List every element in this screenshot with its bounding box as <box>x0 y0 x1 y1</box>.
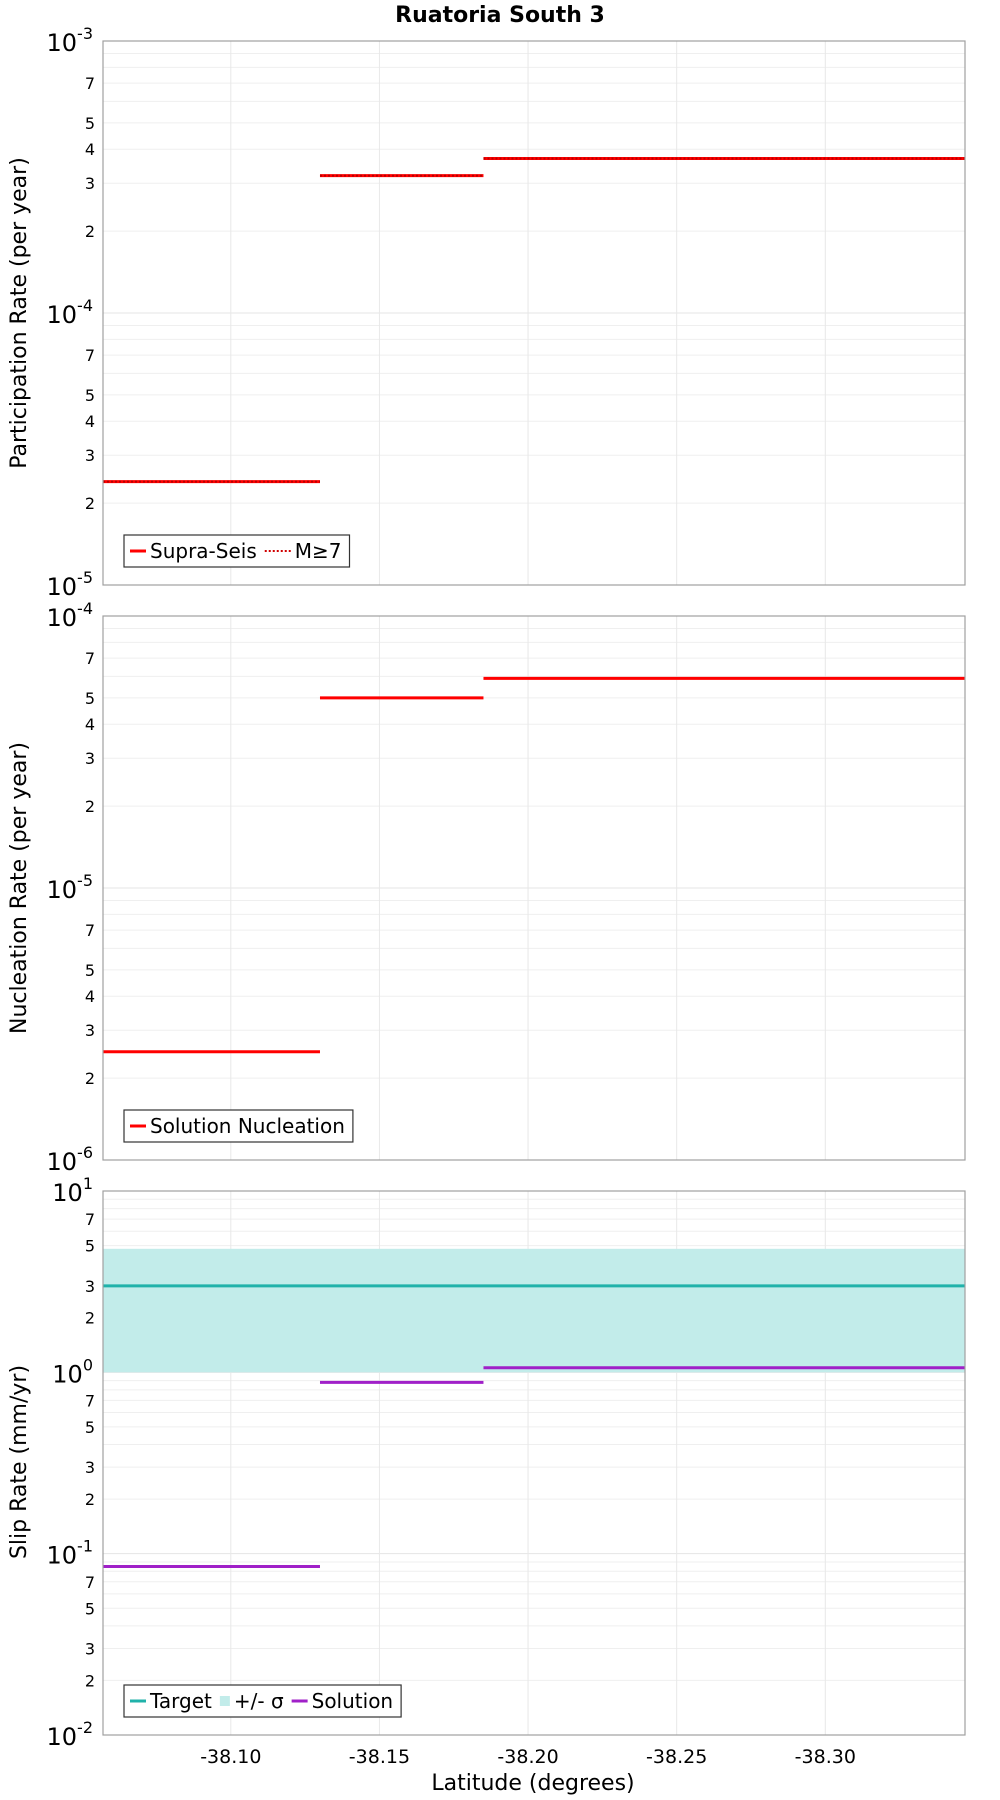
y-minor-tick-label: 3 <box>85 446 95 465</box>
panel-participation-rate: 10-3 10-4 10-5 7 5 4 3 2 7 5 4 3 2 Supra-Seis M≥7 <box>47 24 966 601</box>
y-minor-tick-label: 2 <box>85 1671 95 1690</box>
y-minor-tick-label: 2 <box>85 1490 95 1509</box>
x-tick-label: -38.10 <box>200 1746 261 1768</box>
x-tick-label: -38.15 <box>349 1746 410 1768</box>
y-minor-tick-label: 2 <box>85 797 95 816</box>
y-major-tick-label: 10-4 <box>47 296 94 329</box>
y-minor-tick-label: 5 <box>85 689 95 708</box>
grid <box>103 41 965 586</box>
y-minor-tick-label: 4 <box>85 140 95 159</box>
y-minor-tick-label: 5 <box>85 1418 95 1437</box>
grid <box>103 616 965 1161</box>
y-minor-tick-label: 5 <box>85 386 95 405</box>
y-minor-tick-label: 7 <box>85 921 95 940</box>
chart-title: Ruatoria South 3 <box>395 3 605 28</box>
legend-label: Solution Nucleation <box>150 1114 345 1138</box>
y-minor-tick-label: 3 <box>85 1458 95 1477</box>
panel-1-ylabel: Participation Rate (per year) <box>7 157 32 469</box>
y-minor-tick-label: 5 <box>85 1599 95 1618</box>
y-minor-tick-label: 5 <box>85 114 95 133</box>
y-minor-tick-label: 7 <box>85 1573 95 1592</box>
y-major-tick-label: 10-4 <box>47 599 94 632</box>
series-solution-nucleation <box>103 676 965 1054</box>
y-major-tick-label: 10-1 <box>47 1537 94 1570</box>
y-minor-tick-label: 2 <box>85 1069 95 1088</box>
x-tick-label: -38.20 <box>497 1746 558 1768</box>
legend-label: M≥7 <box>295 539 342 563</box>
y-minor-tick-label: 3 <box>85 174 95 193</box>
y-minor-tick-label: 5 <box>85 961 95 980</box>
plot-frame <box>102 40 966 586</box>
legend: Supra-Seis M≥7 <box>123 534 351 568</box>
legend-label: Supra-Seis <box>150 539 257 563</box>
x-tick-label: -38.30 <box>795 1746 856 1768</box>
legend-label: Target <box>149 1689 212 1713</box>
legend-swatch <box>219 1696 230 1706</box>
legend-box <box>123 1684 402 1718</box>
y-minor-tick-label: 3 <box>85 749 95 768</box>
legend: Target +/- σ Solution <box>123 1684 402 1718</box>
legend-label: Solution <box>312 1689 393 1713</box>
y-minor-tick-label: 3 <box>85 1021 95 1040</box>
y-major-tick-label: 10-6 <box>47 1143 94 1176</box>
y-minor-tick-label: 7 <box>85 649 95 668</box>
y-minor-tick-label: 7 <box>85 1391 95 1410</box>
y-minor-tick-label: 7 <box>85 346 95 365</box>
panel-slip-rate: 101 100 10-1 10-2 7 5 3 2 7 5 3 2 7 5 3 2 -38.10 -38.15 -3… <box>47 1174 966 1768</box>
y-minor-tick-label: 4 <box>85 715 95 734</box>
y-minor-tick-label: 4 <box>85 412 95 431</box>
y-minor-tick-label: 2 <box>85 494 95 513</box>
panel-2-ylabel: Nucleation Rate (per year) <box>7 742 32 1034</box>
y-major-tick-label: 101 <box>52 1174 93 1207</box>
series-solution <box>103 1366 965 1568</box>
x-axis-label: Latitude (degrees) <box>431 1771 634 1796</box>
y-minor-tick-label: 4 <box>85 987 95 1006</box>
legend-label: +/- σ <box>234 1689 284 1713</box>
y-minor-tick-label: 5 <box>85 1237 95 1256</box>
y-minor-tick-label: 7 <box>85 1210 95 1229</box>
y-minor-tick-label: 7 <box>85 74 95 93</box>
y-major-tick-label: 10-5 <box>47 871 94 904</box>
panel-3-ylabel: Slip Rate (mm/yr) <box>7 1365 32 1559</box>
y-minor-tick-label: 2 <box>85 222 95 241</box>
y-minor-tick-label: 2 <box>85 1309 95 1328</box>
y-major-tick-label: 10-5 <box>47 568 94 601</box>
plot-frame <box>102 615 966 1161</box>
y-major-tick-label: 10-3 <box>47 24 94 57</box>
plot-frame <box>102 1190 966 1736</box>
y-minor-tick-label: 3 <box>85 1639 95 1658</box>
sigma-band <box>103 1248 965 1373</box>
y-major-tick-label: 10-2 <box>47 1718 94 1751</box>
panel-nucleation-rate: 10-4 10-5 10-6 7 5 4 3 2 7 5 4 3 2 Solution Nucleatio… <box>47 599 966 1176</box>
legend-box <box>123 534 351 568</box>
y-minor-tick-label: 3 <box>85 1277 95 1296</box>
legend: Solution Nucleation <box>123 1109 354 1143</box>
legend-box <box>123 1109 354 1143</box>
x-tick-label: -38.25 <box>646 1746 707 1768</box>
grid <box>103 1191 965 1736</box>
y-major-tick-label: 100 <box>52 1355 93 1388</box>
series-m-7 <box>103 157 965 483</box>
